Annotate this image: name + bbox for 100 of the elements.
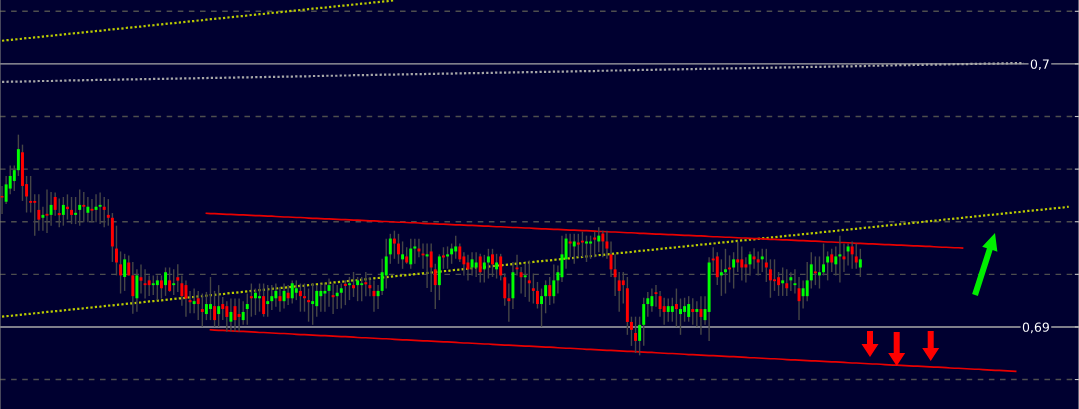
- line-series: [205, 212, 964, 249]
- candlestick: [736, 240, 740, 273]
- candlestick: [679, 297, 682, 336]
- candlestick: [217, 284, 221, 328]
- candlestick: [266, 284, 270, 318]
- candlestick: [392, 229, 396, 260]
- candlestick: [262, 282, 266, 318]
- candlestick: [401, 240, 405, 270]
- candlestick: [368, 276, 372, 297]
- candlestick: [495, 253, 499, 280]
- candlestick: [53, 191, 57, 217]
- line-series: [209, 328, 1017, 373]
- candlestick: [458, 242, 462, 263]
- candlestick: [507, 282, 511, 323]
- candlestick: [319, 282, 323, 313]
- candlestick: [249, 282, 253, 318]
- candlestick: [151, 274, 155, 296]
- candlestick: [634, 315, 638, 354]
- candlestick: [801, 279, 805, 310]
- candlestick: [298, 282, 302, 313]
- candlestick: [854, 242, 858, 270]
- candlestick: [270, 284, 274, 311]
- candlestick: [258, 282, 261, 313]
- candlestick: [323, 282, 327, 313]
- candlestick: [629, 315, 633, 347]
- candlestick: [773, 258, 776, 292]
- candlestick: [192, 287, 196, 314]
- candlestick: [850, 240, 854, 270]
- candlestick: [188, 290, 192, 314]
- candlestick: [699, 295, 703, 336]
- candlestick: [409, 238, 413, 270]
- candlestick: [311, 282, 315, 326]
- candlestick: [278, 286, 282, 313]
- candlestick: [225, 300, 229, 333]
- candlestick: [564, 233, 568, 270]
- candlestick: [617, 271, 621, 313]
- candlestick: [29, 175, 33, 214]
- candlestick: [548, 276, 552, 306]
- candlestick: [209, 276, 212, 321]
- candlestick: [237, 297, 241, 333]
- candlestick: [106, 198, 110, 227]
- candlestick: [221, 296, 225, 321]
- candlestick: [760, 248, 764, 273]
- candlestick: [568, 233, 572, 258]
- candlestick: [830, 248, 834, 273]
- candlestick: [576, 233, 580, 258]
- candlestick: [397, 233, 400, 265]
- candlestick: [572, 233, 576, 265]
- candlestick: [674, 287, 678, 328]
- candlestick: [683, 297, 687, 323]
- candlestick: [347, 276, 351, 301]
- candlestick: [352, 271, 356, 298]
- candlestick: [253, 287, 257, 316]
- candlestick: [241, 300, 245, 326]
- candlestick: [294, 279, 298, 301]
- candlestick: [593, 231, 597, 258]
- candlestick: [413, 238, 417, 265]
- candlestick: [356, 276, 360, 302]
- candlestick: [213, 290, 217, 328]
- candlestick: [646, 291, 650, 318]
- candlestick: [785, 268, 789, 297]
- candlestick: [303, 282, 306, 313]
- candlestick: [184, 279, 188, 318]
- candlestick: [441, 246, 445, 270]
- candlestick: [585, 234, 588, 263]
- candlestick: [0, 185, 4, 215]
- candlestick: [535, 281, 539, 310]
- candlestick: [670, 297, 674, 323]
- candlestick: [74, 196, 78, 225]
- candlestick: [335, 284, 339, 310]
- candlestick: [245, 292, 249, 326]
- candlestick: [339, 282, 343, 310]
- candlestick: [61, 196, 65, 227]
- line-series: [0, 0, 396, 42]
- candlestick: [687, 295, 691, 323]
- candlestick: [229, 297, 233, 333]
- candlestick: [286, 284, 290, 306]
- candlestick: [695, 300, 699, 328]
- candlestick: [159, 274, 163, 300]
- candlestick: [662, 297, 666, 326]
- candlestick: [282, 282, 286, 310]
- candlestick: [4, 175, 8, 205]
- candlestick: [360, 276, 364, 302]
- line-series: [0, 205, 1070, 318]
- candlestick: [846, 242, 850, 267]
- candlestick: [638, 315, 642, 357]
- y-tick-label: 0,69: [1022, 322, 1049, 334]
- y-tick-label: 0,7: [1030, 59, 1049, 71]
- candlestick: [691, 297, 695, 326]
- candlestick: [274, 282, 278, 308]
- candlestick: [601, 229, 605, 258]
- candlestick: [540, 287, 544, 328]
- candlestick: [666, 297, 670, 323]
- candlestick: [589, 234, 593, 260]
- candlestick: [552, 263, 556, 305]
- candlestick: [642, 297, 646, 347]
- candlestick: [650, 287, 654, 313]
- candlestick: [388, 233, 392, 265]
- candlestick: [290, 279, 294, 305]
- candlestick: [446, 245, 450, 270]
